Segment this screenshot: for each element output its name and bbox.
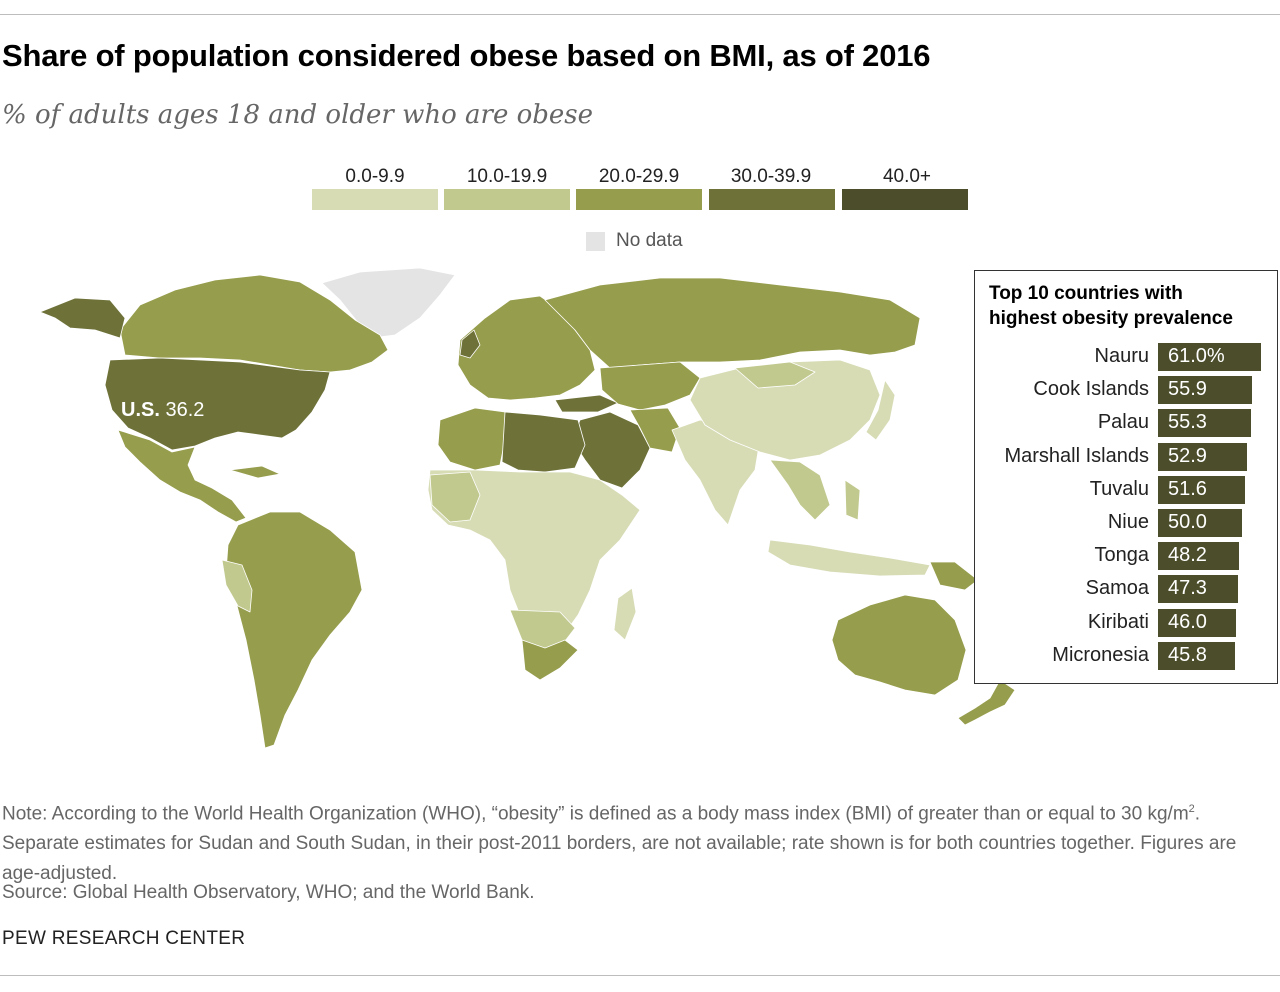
top10-bar: [1158, 475, 1245, 504]
top10-bar-value: 61.0%: [1168, 345, 1225, 367]
top10-bar-value: 45.8: [1168, 643, 1207, 666]
mongolia: [734, 361, 816, 389]
brand-label: PEW RESEARCH CENTER: [2, 928, 246, 949]
top10-bar-value: 51.6: [1168, 477, 1207, 500]
chart-title: Share of population considered obese bas…: [2, 38, 931, 73]
top10-country-name: Kiribati: [1087, 610, 1149, 633]
legend-label-4: 40.0+: [882, 166, 932, 187]
legend-label-0: 0.0-9.9: [345, 166, 405, 187]
indonesia: [767, 539, 931, 577]
note: Note: According to the World Health Orga…: [2, 794, 1272, 889]
south-america: [225, 511, 363, 749]
world-map: [39, 267, 1016, 749]
top10-panel: Top 10 countries with highest obesity pr…: [974, 270, 1278, 684]
legend-swatch-4: [842, 189, 968, 210]
top10-bar-value: 47.3: [1168, 577, 1207, 600]
canada: [119, 274, 389, 373]
new-zealand: [957, 679, 1016, 726]
top10-bar: [1158, 409, 1251, 438]
top10-title-line2: highest obesity prevalence: [989, 308, 1233, 329]
australia: [831, 594, 967, 696]
top10-bar-value: 48.2: [1168, 544, 1207, 567]
peru: [221, 559, 253, 613]
top10-country-name: Nauru: [1094, 345, 1149, 367]
top10-bar-value: 55.9: [1168, 378, 1207, 401]
note-superscript: 2: [1188, 803, 1195, 815]
top10-country-name: Marshall Islands: [1004, 444, 1149, 467]
legend-swatch-0: [312, 189, 438, 210]
legend-no-data-swatch: [586, 232, 605, 251]
philippines: [844, 479, 861, 521]
top10-country-name: Micronesia: [1052, 643, 1149, 666]
china: [689, 359, 881, 461]
papua-new-guinea: [929, 561, 979, 591]
turkey: [554, 394, 619, 413]
legend-swatch-2: [576, 189, 702, 210]
mexico: [117, 429, 247, 523]
top10-country-name: Samoa: [1085, 577, 1149, 600]
chart-subtitle: % of adults ages 18 and older who are ob…: [2, 100, 594, 130]
top10-country-name: Palau: [1097, 411, 1149, 434]
top10-bar: [1158, 376, 1252, 405]
legend-label-3: 30.0-39.9: [730, 166, 812, 187]
legend-label-1: 10.0-19.9: [466, 166, 548, 187]
top10-bar: [1158, 442, 1247, 471]
top10-bar: [1158, 542, 1239, 571]
europe: [457, 295, 596, 401]
note-text-1: Note: According to the World Health Orga…: [2, 803, 1189, 825]
north-africa-east: [501, 411, 586, 473]
central-asia: [599, 361, 701, 411]
southeast-asia: [769, 459, 831, 521]
legend-swatch-3: [709, 189, 835, 210]
top10-title: Top 10 countries with highest obesity pr…: [989, 281, 1233, 331]
top10-title-line1: Top 10 countries with: [989, 283, 1183, 304]
us-callout-label: U.S. 36.2: [121, 399, 204, 422]
top10-country-name: Tonga: [1094, 544, 1150, 567]
us-callout-name: U.S.: [121, 399, 160, 421]
cuba: [229, 465, 281, 479]
south-africa: [521, 639, 579, 681]
legend-swatch-1: [444, 189, 570, 210]
top10-bar: [1158, 608, 1236, 637]
source: Source: Global Health Observatory, WHO; …: [2, 882, 535, 903]
north-africa-west: [437, 407, 506, 471]
top10-bar: [1158, 509, 1242, 537]
alaska: [39, 297, 126, 339]
legend-no-data-label: No data: [616, 230, 683, 251]
top10-bar: [1158, 575, 1238, 604]
top10-bar-value: 52.9: [1168, 444, 1207, 467]
usa: [104, 357, 331, 451]
madagascar: [613, 587, 637, 641]
top10-bar-value: 46.0: [1168, 610, 1207, 633]
japan: [865, 379, 896, 441]
top10-bar-value: 50.0: [1168, 511, 1207, 533]
top10-bar: [1158, 343, 1261, 371]
legend-label-2: 20.0-29.9: [598, 166, 680, 187]
uk: [459, 329, 481, 359]
us-callout-value: 36.2: [165, 399, 205, 421]
greenland: [321, 267, 456, 339]
top10-bar: [1158, 641, 1235, 670]
west-africa-sahel: [429, 471, 481, 523]
top-rule: [0, 14, 1280, 15]
top10-country-name: Cook Islands: [1033, 378, 1149, 401]
russia: [544, 277, 921, 369]
top10-bar-value: 55.3: [1168, 411, 1207, 434]
top10-country-name: Niue: [1107, 511, 1149, 533]
note-text-2: . Separate estimates for Sudan and South…: [2, 803, 1237, 885]
top10-country-name: Tuvalu: [1089, 477, 1149, 500]
bottom-rule: [0, 975, 1280, 976]
iran: [629, 407, 681, 453]
